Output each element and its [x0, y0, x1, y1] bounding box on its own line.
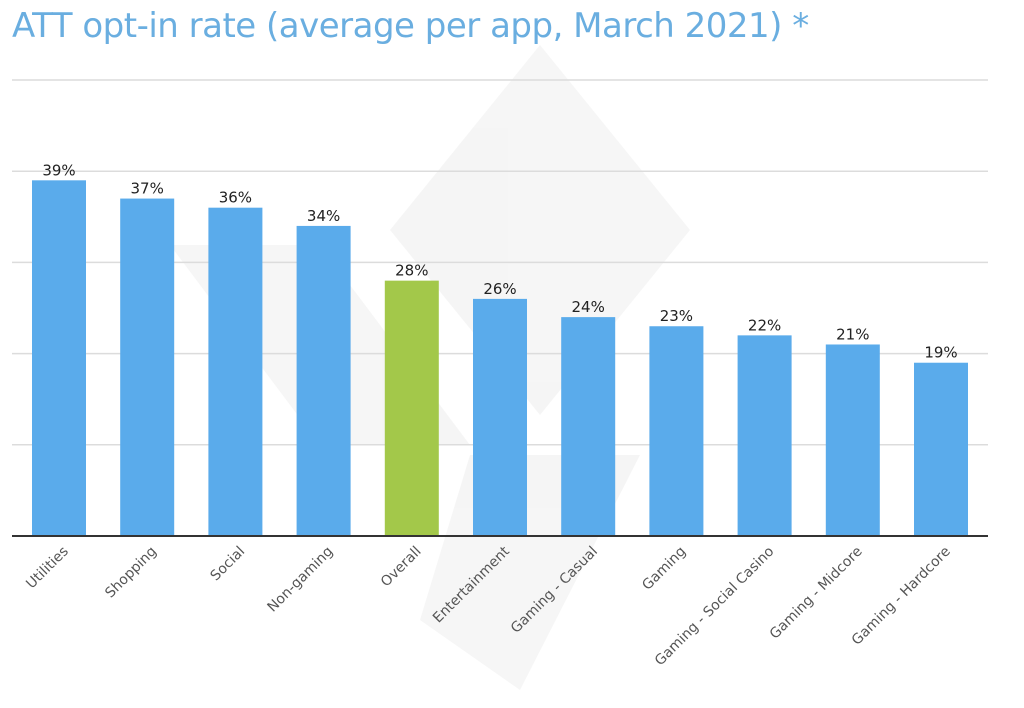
- data-label-gaming-casual: 24%: [572, 298, 605, 316]
- data-label-overall: 28%: [395, 262, 428, 280]
- tick-label-gaming-midcore: Gaming - Midcore: [767, 544, 866, 643]
- bars: [32, 180, 968, 537]
- bar-gaming: [649, 326, 704, 536]
- data-label-gaming: 23%: [660, 307, 693, 325]
- bar-social: [208, 207, 263, 536]
- tick-label-non-gaming: Non-gaming: [265, 544, 337, 616]
- tick-label-overall: Overall: [378, 544, 425, 591]
- bar-gaming-social-casino: [737, 335, 792, 536]
- tick-label-shopping: Shopping: [102, 544, 160, 602]
- tick-label-gaming-hardcore: Gaming - Hardcore: [849, 544, 954, 649]
- chart-title: ATT opt-in rate (average per app, March …: [12, 6, 809, 46]
- bar-overall: [384, 280, 439, 536]
- bar-gaming-casual: [561, 317, 616, 536]
- data-labels: 39% 37% 36% 34% 28% 26% 24% 23% 22% 21% 19%: [42, 161, 957, 361]
- bar-utilities: [32, 180, 86, 536]
- data-label-shopping: 37%: [131, 180, 164, 198]
- bar-non-gaming: [296, 225, 351, 537]
- data-label-gaming-hardcore: 19%: [924, 344, 957, 362]
- data-label-non-gaming: 34%: [307, 207, 340, 225]
- data-label-gaming-social-casino: 22%: [748, 316, 781, 334]
- bar-gaming-midcore: [825, 344, 880, 536]
- data-label-social: 36%: [219, 189, 252, 207]
- bar-gaming-hardcore: [914, 362, 968, 536]
- data-label-utilities: 39%: [42, 161, 75, 179]
- bar-shopping: [120, 198, 175, 536]
- bar-entertainment: [473, 298, 527, 536]
- tick-label-social: Social: [208, 544, 249, 585]
- data-label-gaming-midcore: 21%: [836, 325, 869, 343]
- tick-label-gaming: Gaming: [639, 544, 689, 594]
- tick-label-utilities: Utilities: [23, 544, 72, 593]
- data-label-entertainment: 26%: [483, 280, 516, 298]
